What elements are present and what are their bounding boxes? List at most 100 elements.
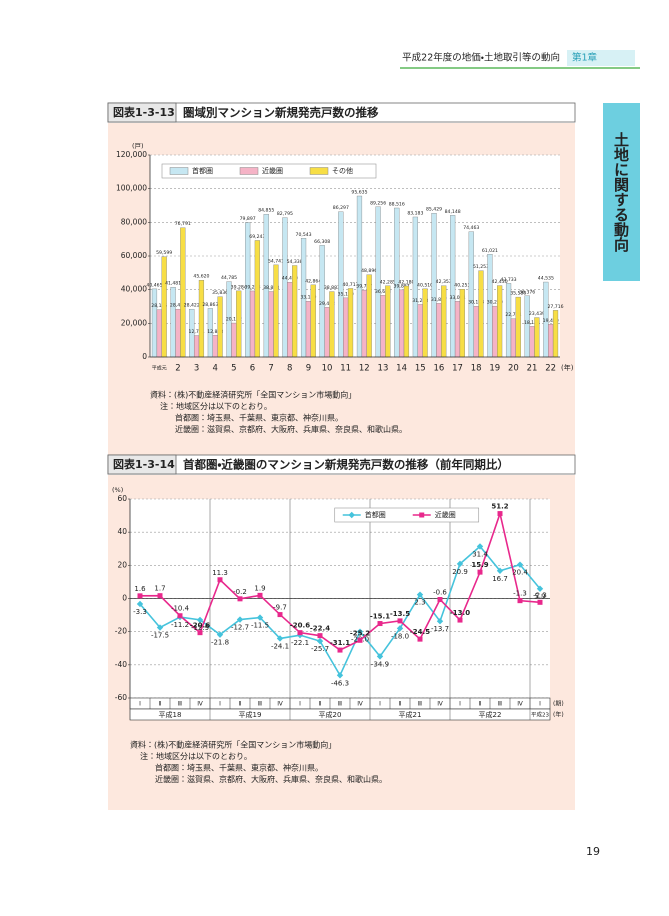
legend-swatch <box>169 167 189 175</box>
data-label: -11.5 <box>251 622 269 630</box>
note: 首都圏：埼玉県、千葉県、東京都、神奈川県。 <box>175 413 343 423</box>
bar <box>510 318 517 358</box>
x-tick-label: 18 <box>471 364 482 374</box>
data-label: -11.2 <box>171 621 189 629</box>
bar <box>156 309 162 358</box>
y-tick-label: 40,000 <box>121 285 147 294</box>
note: 近畿圏：滋賀県、京都府、大阪府、兵庫県、奈良県、和歌山県。 <box>175 424 407 434</box>
data-label: 44,535 <box>538 276 554 282</box>
x-tick-label: Ⅳ <box>197 701 203 708</box>
y-unit: (戸) <box>132 142 144 150</box>
x-tick-label: 22 <box>545 364 556 374</box>
data-label: -2.3 <box>533 591 547 599</box>
data-label: -12.9 <box>191 624 209 632</box>
bar <box>347 288 354 358</box>
data-marker <box>497 511 503 517</box>
bar <box>478 270 484 358</box>
data-marker <box>237 596 243 602</box>
x-tick-label: Ⅳ <box>437 701 443 708</box>
legend-swatch <box>309 167 329 175</box>
data-marker <box>437 596 443 602</box>
data-label: -22.1 <box>291 639 309 647</box>
data-label: 18,184 <box>524 320 540 326</box>
data-label: 69,243 <box>249 234 265 240</box>
data-label: 31,228 <box>412 298 428 304</box>
data-label: 42,285 <box>380 279 396 285</box>
x-tick-label: 15 <box>415 364 426 374</box>
data-label: 11.3 <box>212 569 228 577</box>
data-label: -0.2 <box>233 588 247 596</box>
x-tick-label: Ⅳ <box>277 701 283 708</box>
data-label: 42,180 <box>398 279 414 285</box>
x-tick-label: 14 <box>396 364 407 374</box>
bar <box>403 285 410 358</box>
data-label: 88,516 <box>389 201 405 207</box>
data-label: 29,492 <box>319 301 335 307</box>
data-label: 28,422 <box>184 303 200 309</box>
y-tick-label: 80,000 <box>121 217 147 226</box>
data-marker <box>377 621 383 627</box>
data-marker <box>516 561 524 568</box>
y-unit: (%) <box>112 486 123 494</box>
data-label: 36,376 <box>519 289 535 295</box>
bar <box>198 280 205 358</box>
note: 首都圏：埼玉県、千葉県、東京都、神奈川県。 <box>155 763 323 773</box>
data-label: 20,172 <box>226 317 242 323</box>
data-marker <box>477 569 483 575</box>
data-label: 95,635 <box>351 190 367 196</box>
chapter-box <box>567 50 635 66</box>
data-label: 83,183 <box>407 210 423 216</box>
x-tick-label: Ⅰ <box>139 701 141 708</box>
data-label: -13.0 <box>450 609 470 617</box>
data-label: -31.1 <box>330 639 350 647</box>
data-marker <box>476 543 484 550</box>
bar <box>492 305 498 358</box>
data-label: 39,233 <box>244 284 260 290</box>
x-tick-label: 20 <box>508 364 519 374</box>
data-label: -12.7 <box>231 624 249 632</box>
data-marker <box>316 637 324 645</box>
legend-swatch <box>239 167 259 175</box>
y-tick-label: 40 <box>117 527 127 536</box>
data-label: -22.4 <box>310 625 330 633</box>
x-tick-label: Ⅱ <box>399 701 402 708</box>
data-label: -18.0 <box>391 632 409 640</box>
note: 注：地域区分は以下のとおり。 <box>140 751 252 761</box>
x-tick-label: Ⅰ <box>379 701 381 708</box>
data-label: 51,253 <box>473 264 489 270</box>
data-label: 30,219 <box>487 300 503 306</box>
bar <box>398 289 405 358</box>
legend-label: 首都圏 <box>365 510 386 519</box>
x-tick-label: Ⅱ <box>479 701 482 708</box>
data-label: 45,620 <box>193 274 209 280</box>
legend-label: 首都圏 <box>192 166 213 175</box>
data-label: 42,430 <box>492 279 508 285</box>
x-tick-label: 16 <box>433 364 444 374</box>
data-label: -0.6 <box>433 588 447 596</box>
bar <box>548 324 554 358</box>
x-tick-label: 9 <box>306 364 311 374</box>
x-tick-label: 7 <box>268 364 273 374</box>
data-marker <box>536 585 544 592</box>
bar <box>305 301 312 358</box>
data-marker <box>257 592 263 598</box>
bar <box>212 335 218 358</box>
bar <box>343 297 349 358</box>
x-tick-label: 8 <box>287 364 292 374</box>
data-label: -13.7 <box>431 625 449 633</box>
page-number: 19 <box>586 845 600 858</box>
group-unit: (年) <box>553 711 564 719</box>
figure-label: 図表1-3-14 <box>113 457 175 471</box>
running-header: 平成22年度の地価・土地取引等の動向 <box>402 52 560 64</box>
y-tick-label: -60 <box>115 693 127 702</box>
data-label: 40,465 <box>146 282 162 288</box>
legend-box <box>334 507 480 523</box>
data-label: -13.5 <box>390 610 410 618</box>
x-tick-label: 5 <box>231 364 236 374</box>
data-label: 74,463 <box>463 225 479 231</box>
y-tick-label: 120,000 <box>116 150 147 159</box>
data-label: 54,741 <box>268 258 284 264</box>
data-label: 35,580 <box>510 291 526 297</box>
x-tick-label: 4 <box>213 364 218 374</box>
